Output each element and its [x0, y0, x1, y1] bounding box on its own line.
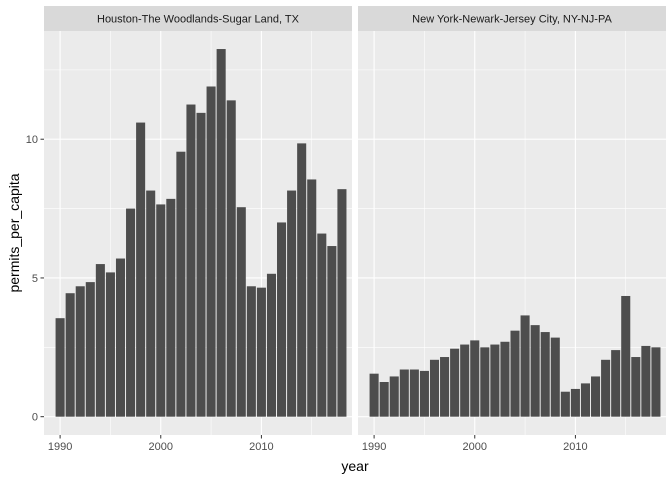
bar-houston-1990 — [55, 318, 65, 417]
x-tick-label: 1990 — [48, 441, 72, 453]
x-tick-label: 2000 — [149, 441, 173, 453]
bar-houston-2003 — [186, 104, 196, 417]
x-tick-label: 2010 — [249, 441, 273, 453]
bar-houston-2016 — [317, 233, 327, 417]
bar-new-york-2007 — [540, 332, 550, 417]
bar-new-york-2011 — [580, 383, 591, 417]
facet-strip-houston — [44, 6, 352, 31]
bar-houston-2012 — [277, 222, 287, 417]
bar-new-york-1990 — [369, 373, 379, 417]
facet-strip-new-york — [358, 6, 666, 31]
bar-houston-2015 — [307, 179, 317, 417]
bar-houston-2008 — [236, 207, 246, 417]
bar-houston-2017 — [327, 246, 337, 417]
bar-houston-1994 — [95, 264, 105, 417]
bar-new-york-1999 — [460, 344, 470, 417]
bar-houston-1997 — [126, 208, 136, 417]
bar-houston-2000 — [156, 204, 166, 417]
bars-new-york — [369, 295, 661, 417]
y-tick-label: 5 — [32, 273, 38, 285]
bar-new-york-1993 — [399, 369, 409, 417]
bar-houston-2018 — [337, 189, 347, 417]
bar-new-york-2015 — [621, 295, 631, 417]
bar-houston-2009 — [246, 286, 256, 417]
bar-new-york-2012 — [591, 376, 601, 417]
bar-new-york-1991 — [379, 382, 389, 417]
bar-houston-2004 — [196, 112, 206, 417]
bar-new-york-2004 — [510, 330, 520, 417]
bar-houston-2007 — [226, 100, 236, 417]
x-axis-title: year — [341, 458, 369, 474]
bar-houston-2010 — [256, 287, 266, 417]
bar-new-york-2014 — [611, 350, 621, 417]
bar-new-york-2013 — [601, 359, 611, 417]
bar-new-york-2008 — [550, 337, 560, 417]
facet-panel-houston: Houston-The Woodlands-Sugar Land, TX — [44, 6, 352, 435]
bars-houston — [55, 49, 347, 417]
bar-houston-1991 — [65, 293, 75, 417]
bar-new-york-2016 — [631, 357, 641, 417]
bar-new-york-1998 — [450, 348, 460, 417]
bar-new-york-2001 — [480, 347, 490, 417]
bar-houston-2006 — [216, 49, 226, 417]
y-tick-label: 0 — [32, 412, 38, 424]
facet-label-houston: Houston-The Woodlands-Sugar Land, TX — [97, 14, 300, 26]
facet-panel-new-york: New York-Newark-Jersey City, NY-NJ-PA — [358, 6, 666, 435]
bar-houston-2005 — [206, 86, 216, 417]
bar-houston-1992 — [75, 286, 85, 417]
x-axis: 1990 2000 2010 1990 2000 2010 — [48, 435, 588, 453]
bar-new-york-2005 — [520, 315, 530, 417]
bar-new-york-1992 — [389, 376, 399, 417]
bar-houston-1996 — [115, 258, 126, 417]
bar-houston-2013 — [287, 190, 297, 417]
bar-new-york-1994 — [409, 369, 419, 417]
bar-new-york-2003 — [500, 341, 510, 417]
bar-new-york-1996 — [429, 359, 440, 417]
bar-new-york-2000 — [470, 340, 480, 417]
bar-houston-1993 — [85, 282, 95, 417]
facet-label-new-york: New York-Newark-Jersey City, NY-NJ-PA — [412, 14, 612, 26]
x-tick-label: 2010 — [563, 441, 587, 453]
bar-new-york-2006 — [530, 325, 540, 417]
bar-new-york-2018 — [651, 347, 661, 417]
bar-new-york-1995 — [419, 370, 429, 417]
bar-new-york-2009 — [560, 391, 570, 417]
x-tick-label: 1990 — [362, 441, 386, 453]
bar-new-york-1997 — [440, 357, 450, 417]
y-tick-label: 10 — [26, 134, 38, 146]
bar-houston-2001 — [166, 198, 176, 417]
bar-new-york-2017 — [641, 345, 651, 417]
bar-new-york-2010 — [570, 388, 580, 417]
x-tick-label: 2000 — [463, 441, 487, 453]
bar-houston-2011 — [266, 273, 277, 417]
bar-new-york-2002 — [490, 344, 500, 417]
bar-houston-2014 — [297, 143, 307, 417]
bar-houston-1999 — [146, 190, 156, 417]
bar-houston-1998 — [136, 122, 146, 417]
y-axis: 0 5 10 — [26, 134, 44, 424]
bar-houston-1995 — [105, 272, 115, 417]
bar-houston-2002 — [176, 151, 186, 417]
y-axis-title: permits_per_capita — [6, 173, 22, 292]
